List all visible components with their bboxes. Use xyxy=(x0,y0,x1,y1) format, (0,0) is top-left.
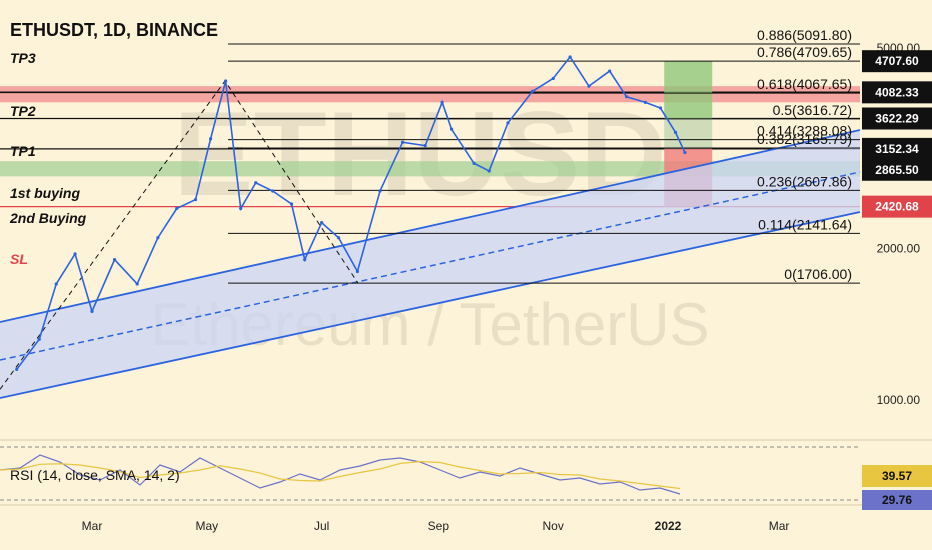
price-tag-label: 2865.50 xyxy=(875,163,919,177)
buy-zone xyxy=(0,161,860,177)
price-point xyxy=(440,100,444,104)
price-tag-label: 3622.29 xyxy=(875,111,919,125)
fib-level-label: 0(1706.00) xyxy=(784,266,852,282)
zone-label-buy2: 2nd Buying xyxy=(9,210,87,226)
channel-midline xyxy=(0,171,861,361)
fib-level-label: 0.382(3165.79) xyxy=(757,131,852,147)
price-point xyxy=(568,55,572,59)
price-axis-tick: 1000.00 xyxy=(877,393,921,407)
price-point xyxy=(239,206,243,211)
price-point xyxy=(135,282,139,286)
rsi-ma-tag xyxy=(862,490,932,510)
channel-upper-line xyxy=(0,129,861,323)
fib-layer: 0.886(5091.80)0.786(4709.65) 0.618(4067.6… xyxy=(0,27,860,390)
time-axis-tick: Mar xyxy=(769,519,790,533)
price-point xyxy=(156,236,160,240)
price-point xyxy=(608,69,612,73)
price-point xyxy=(73,252,77,256)
price-point xyxy=(320,221,324,225)
fib-level-label: 0.5(3616.72) xyxy=(773,102,852,118)
zone-label-tp2: TP2 xyxy=(10,103,36,119)
price-axis-tick: 2000.00 xyxy=(877,241,921,255)
price-point xyxy=(487,169,491,173)
price-point xyxy=(551,76,555,81)
price-point xyxy=(472,161,476,165)
time-axis-tick: Sep xyxy=(428,519,450,533)
price-tag xyxy=(862,81,932,104)
channel-lower-line xyxy=(0,211,861,399)
price-point xyxy=(208,137,213,141)
zone-label-buy1: 1st buying xyxy=(10,185,80,201)
price-series-line xyxy=(16,55,686,370)
time-axis[interactable]: Mar May Jul Sep Nov 2022 Mar xyxy=(0,504,932,533)
channel-layer xyxy=(0,129,861,399)
fib-level-label: 0.618(4067.65) xyxy=(757,76,852,92)
price-point xyxy=(112,258,117,262)
entry-box xyxy=(664,118,713,149)
price-point xyxy=(289,202,294,206)
price-tag xyxy=(862,107,932,130)
rsi-value-tag xyxy=(862,465,932,487)
price-point xyxy=(378,189,382,193)
fib-level-label: 0.886(5091.80) xyxy=(757,27,852,43)
tp1-zone xyxy=(0,86,860,103)
price-point xyxy=(643,100,648,104)
rsi-value-label: 39.57 xyxy=(882,469,912,483)
price-point xyxy=(254,181,258,185)
rsi-pane[interactable]: 39.57 29.76 xyxy=(0,439,932,510)
zone-label-tp1: TP1 xyxy=(10,143,36,159)
price-tag-label: 4707.60 xyxy=(875,54,919,68)
price-tag-label: 3152.34 xyxy=(875,142,919,156)
fib-level-label: 0.236(2607.86) xyxy=(757,173,852,189)
price-point xyxy=(683,150,687,155)
price-point xyxy=(449,127,454,131)
zone-label-sl: SL xyxy=(10,251,28,267)
price-point xyxy=(530,89,535,94)
target-box xyxy=(664,61,713,119)
price-point xyxy=(355,269,360,274)
fib-level-label: 0.114(2141.64) xyxy=(758,216,852,232)
price-axis[interactable]: 5000.002000.001000.004707.604082.333622.… xyxy=(862,41,932,407)
price-tag xyxy=(862,50,932,73)
price-point xyxy=(624,95,629,99)
price-point xyxy=(587,84,591,88)
price-tag-label: 2420.68 xyxy=(875,200,919,214)
fib-level-label: 0.414(3288.08) xyxy=(757,123,852,139)
price-point xyxy=(15,367,19,372)
trend-channel xyxy=(0,130,860,398)
rsi-ma-label: 29.76 xyxy=(882,493,912,507)
price-point xyxy=(175,206,179,211)
fib-level-label: 0.786(4709.65) xyxy=(757,44,852,60)
price-point xyxy=(271,189,275,193)
price-point xyxy=(423,144,427,148)
price-point xyxy=(303,258,307,262)
zone-label-tp3: TP3 xyxy=(10,50,36,66)
price-tag xyxy=(862,158,932,181)
price-point xyxy=(193,197,198,202)
price-point xyxy=(400,140,405,144)
price-tag xyxy=(862,195,932,218)
price-point xyxy=(506,121,510,125)
rsi-ma-line xyxy=(0,460,681,490)
price-point xyxy=(37,337,41,341)
price-point xyxy=(54,282,58,286)
time-axis-tick: May xyxy=(195,519,218,533)
time-axis-tick: 2022 xyxy=(655,519,682,533)
price-tag xyxy=(862,137,932,160)
price-layer xyxy=(15,55,687,372)
price-point xyxy=(673,130,678,134)
price-point xyxy=(658,106,663,110)
rsi-line xyxy=(0,454,681,495)
time-axis-tick: Jul xyxy=(314,519,329,533)
price-point xyxy=(336,236,341,240)
price-point xyxy=(90,309,94,313)
price-point xyxy=(224,79,228,83)
time-axis-tick: Mar xyxy=(82,519,103,533)
chart-title: ETHUSDT, 1D, BINANCE xyxy=(10,20,218,40)
time-axis-tick: Nov xyxy=(543,519,564,533)
rsi-label: RSI (14, close, SMA, 14, 2) xyxy=(10,467,180,483)
price-tag-label: 4082.33 xyxy=(875,85,919,99)
